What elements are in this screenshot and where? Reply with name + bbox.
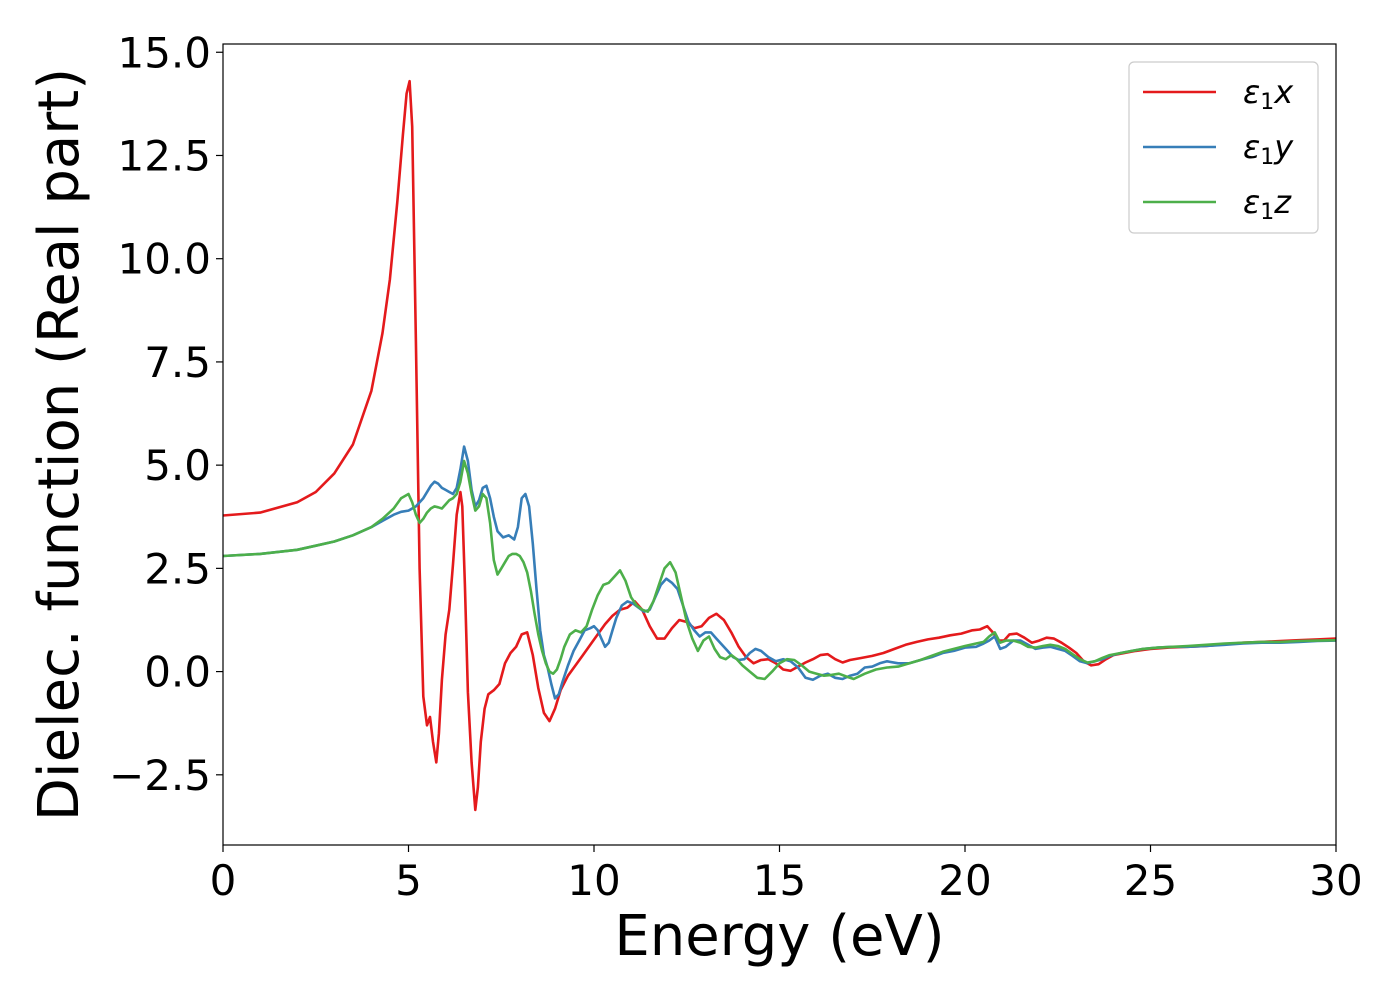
x-tick-label: 25 [1124, 856, 1177, 905]
series-line-z [222, 459, 1337, 681]
legend-label: ε1x [1243, 73, 1294, 115]
plot-frame [222, 43, 1337, 846]
x-tick-label: 0 [210, 856, 237, 905]
legend: ε1x ε1y ε1z [1128, 61, 1319, 234]
y-tick-label: 12.5 [117, 131, 211, 180]
y-axis-title: Dielec. function (Real part) [27, 68, 92, 821]
legend-box [1128, 61, 1319, 234]
series-line-y [222, 445, 1337, 700]
x-tick-label: 15 [753, 856, 806, 905]
y-tick-label: 7.5 [144, 338, 211, 387]
x-tick-label: 20 [938, 856, 991, 905]
x-axis-ticks: 0 5 10 15 20 25 30 [210, 845, 1363, 905]
y-tick-label: 2.5 [144, 544, 211, 593]
y-tick-label: 15.0 [117, 28, 211, 77]
x-tick-label: 10 [567, 856, 620, 905]
x-axis-title: Energy (eV) [614, 904, 944, 969]
y-tick-label: 0.0 [144, 648, 211, 697]
x-tick-label: 5 [395, 856, 422, 905]
legend-label: ε1y [1243, 128, 1294, 170]
y-tick-label: 5.0 [144, 441, 211, 490]
legend-label: ε1z [1243, 183, 1292, 225]
y-tick-label: 10.0 [117, 235, 211, 284]
y-axis-ticks: −2.5 0.0 2.5 5.0 7.5 10.0 12.5 15.0 [109, 28, 223, 800]
plot-series-group [222, 79, 1337, 812]
x-tick-label: 30 [1309, 856, 1362, 905]
y-tick-label: −2.5 [109, 751, 211, 800]
